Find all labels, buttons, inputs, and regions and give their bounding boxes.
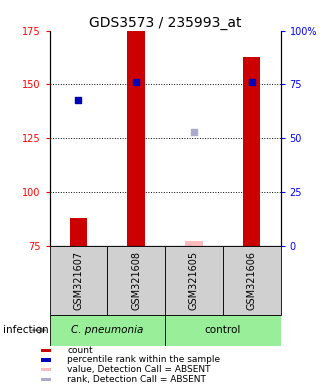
- Bar: [165, 246, 223, 315]
- Text: rank, Detection Call = ABSENT: rank, Detection Call = ABSENT: [67, 375, 206, 384]
- Text: percentile rank within the sample: percentile rank within the sample: [67, 356, 220, 364]
- Text: GSM321606: GSM321606: [247, 251, 257, 310]
- Text: control: control: [205, 325, 241, 335]
- Text: C. pneumonia: C. pneumonia: [71, 325, 144, 335]
- Bar: [41, 359, 51, 362]
- Text: GSM321608: GSM321608: [131, 251, 141, 310]
- Point: [133, 79, 139, 85]
- Text: infection: infection: [3, 325, 49, 335]
- Bar: [185, 242, 203, 246]
- Bar: [223, 246, 280, 315]
- Text: value, Detection Call = ABSENT: value, Detection Call = ABSENT: [67, 365, 211, 374]
- Bar: [107, 246, 165, 315]
- Bar: [41, 378, 51, 381]
- Bar: [50, 246, 107, 315]
- Bar: [41, 349, 51, 352]
- Point: [249, 79, 254, 85]
- Bar: [243, 56, 260, 246]
- Bar: [50, 315, 165, 346]
- Bar: [70, 218, 87, 246]
- Text: GSM321605: GSM321605: [189, 251, 199, 310]
- Text: count: count: [67, 346, 93, 355]
- Title: GDS3573 / 235993_at: GDS3573 / 235993_at: [89, 16, 241, 30]
- Point: [191, 129, 197, 135]
- Text: GSM321607: GSM321607: [73, 251, 83, 310]
- Bar: [165, 315, 280, 346]
- Bar: [41, 368, 51, 371]
- Point: [76, 96, 81, 103]
- Bar: [127, 31, 145, 246]
